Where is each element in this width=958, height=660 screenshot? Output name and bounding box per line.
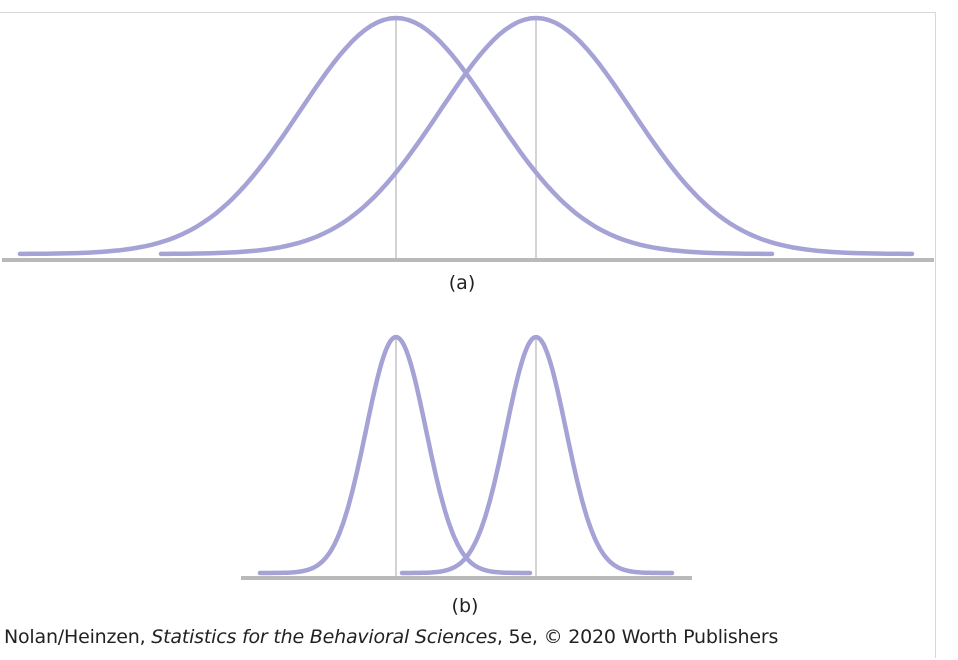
credit-authors: Nolan/Heinzen,	[4, 626, 152, 648]
panel-a-curve-right	[158, 15, 915, 257]
source-credit: Nolan/Heinzen, Statistics for the Behavi…	[4, 626, 778, 648]
panel-b-curve-left	[257, 334, 533, 576]
figure-frame	[0, 12, 936, 658]
panel-b-label: (b)	[452, 595, 479, 617]
credit-book-title: Statistics for the Behavioral Sciences	[151, 626, 497, 648]
credit-rest: , 5e, © 2020 Worth Publishers	[496, 626, 779, 648]
panel-a-label: (a)	[449, 272, 475, 294]
panel-b: (b)	[241, 334, 692, 617]
panel-b-curve-right	[399, 334, 675, 576]
panel-a: (a)	[2, 15, 934, 294]
panel-a-curve-left	[17, 15, 775, 257]
